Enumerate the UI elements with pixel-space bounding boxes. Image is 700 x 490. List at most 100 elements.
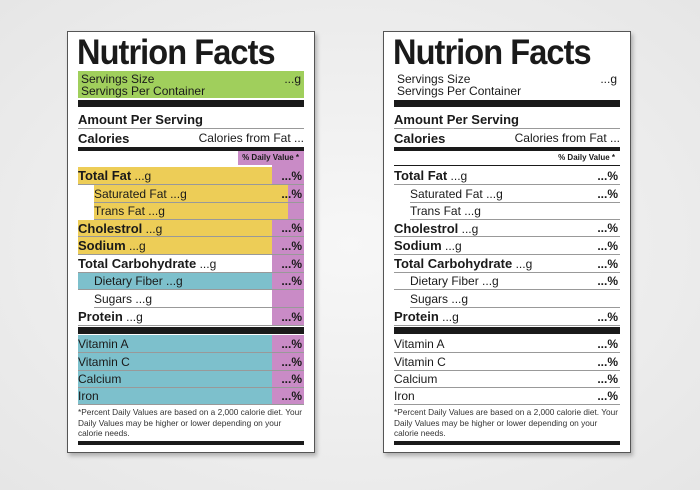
nutrient-amount: ...g [442,310,459,324]
nutrient-amount: ...g [148,204,165,218]
nutrient-label: Dietary Fiber [410,274,479,288]
servings-per-container: Servings Per Container [81,84,206,98]
vitamin-row: Iron...% [394,388,620,405]
nutrient-label: Sugars [94,291,133,306]
nutrient-daily-value: ...% [281,274,302,288]
serving-size-label: Servings Size [81,72,155,86]
nutrient-name: Protein ...g [394,309,588,324]
nutrient-label: Protein [394,309,439,324]
nutrient-name: Sugars ...g [410,292,588,306]
nutrient-name: Protein ...g [78,309,272,324]
vitamin-daily-value: ...% [281,389,302,403]
nutrient-amount: ...g [126,310,143,324]
nutrient-name: Dietary Fiber ...g [78,274,272,288]
calories-label: Calories [394,130,446,146]
nutrient-row: Sugars ...g [410,290,620,308]
nutrient-amount: ...g [461,221,479,236]
footnote: *Percent Daily Values are based on a 2,0… [394,407,619,438]
nutrient-row: Cholestrol ...g...% [394,220,620,237]
calories-row: Calories Calories from Fat ... [394,129,620,147]
serving-size-label: Servings Size [397,72,471,86]
label-title: Nutrion Facts [393,33,592,72]
label-title: Nutrion Facts [77,33,276,72]
nutrient-daily-value [588,203,620,219]
vitamin-name: Calcium [394,372,438,386]
nutrient-name: Total Fat ...g [394,168,588,183]
nutrient-label: Cholestrol [78,220,143,236]
vitamin-name: Calcium [78,372,122,386]
vitamin-row: Calcium...% [78,371,304,388]
vitamin-name: Vitamin C [394,354,446,369]
nutrient-row: Cholestrol ...g...% [78,220,304,237]
nutrient-amount: ...g [451,291,469,306]
nutrient-row: Total Fat ...g...% [78,167,304,185]
divider-bar [394,327,620,334]
serving-size-row: Servings Size ...g [397,73,617,85]
vitamin-name: Iron [394,389,415,403]
vitamin-daily-value: ...% [597,372,618,386]
daily-value-header: % Daily Value * [558,153,615,162]
nutrient-row: Sodium ...g...% [394,237,620,255]
nutrient-daily-value: ...% [281,256,302,271]
vitamin-daily-value: ...% [281,372,302,386]
nutrient-daily-value [272,203,304,219]
vitamin-name: Vitamin A [78,336,129,351]
nutrient-row: Sodium ...g...% [78,237,304,255]
nutrient-name: Cholestrol ...g [394,221,588,236]
nutrient-daily-value: ...% [281,186,302,201]
divider-bar-bottom [394,441,620,445]
nutrient-name: Trans Fat ...g [410,204,588,218]
nutrient-daily-value: ...% [597,221,618,235]
nutrient-row: Protein ...g...% [78,308,304,326]
nutrient-name: Saturated Fat ...g [410,187,588,201]
nutrient-amount: ...g [482,274,499,288]
nutrient-daily-value: ...% [597,274,618,288]
nutrient-name: Saturated Fat ...g [94,187,272,201]
nutrient-name: Total Carbohydrate ...g [394,256,588,271]
vitamin-name: Vitamin A [394,336,445,351]
divider-bar-bottom [78,441,304,445]
nutrient-name: Sodium ...g [78,238,272,253]
nutrient-label: Protein [78,309,123,324]
nutrient-daily-value: ...% [281,221,302,235]
daily-value-header: % Daily Value * [238,151,302,165]
nutrient-label: Trans Fat [410,204,461,218]
vitamin-daily-value: ...% [281,354,302,369]
servings-box: Servings Size ...g Servings Per Container [394,71,620,98]
servings-per-container: Servings Per Container [397,84,522,98]
divider-bar [394,100,620,107]
nutrient-row: Saturated Fat ...g...% [94,185,304,203]
nutrient-label: Sugars [410,291,449,306]
calories-row: Calories Calories from Fat ... [78,129,304,147]
vitamin-row: Vitamin C...% [78,353,304,371]
nutrient-amount: ...g [464,204,481,218]
nutrient-label: Total Fat [78,168,132,183]
footnote: *Percent Daily Values are based on a 2,0… [78,407,303,438]
nutrient-row: Total Carbohydrate ...g...% [394,255,620,273]
nutrient-daily-value: ...% [597,256,618,271]
nutrient-daily-value [272,290,304,307]
vitamin-name: Vitamin C [78,354,130,369]
nutrition-label-colored: Nutrion Facts Servings Size ...g Servings P… [67,31,315,453]
divider-bar [78,100,304,107]
vitamin-name: Iron [78,389,99,403]
serving-size-value: ...g [600,72,617,86]
vitamin-daily-value: ...% [597,336,618,351]
nutrient-row: Trans Fat ...g [94,203,304,220]
nutrient-name: Sodium ...g [394,238,588,253]
nutrition-label-plain: Nutrion Facts Servings Size ...g Servings P… [383,31,631,453]
serving-size-row: Servings Size ...g [81,73,301,85]
nutrient-row: Dietary Fiber ...g...% [78,273,304,290]
vitamin-daily-value: ...% [597,354,618,369]
nutrient-daily-value: ...% [597,186,618,201]
nutrient-row: Protein ...g...% [394,308,620,326]
nutrient-amount: ...g [134,169,152,183]
nutrient-amount: ...g [486,186,503,201]
vitamin-daily-value: ...% [281,336,302,351]
nutrient-name: Total Carbohydrate ...g [78,256,272,271]
nutrient-label: Total Carbohydrate [394,256,513,271]
nutrient-row: Dietary Fiber ...g...% [394,273,620,290]
nutrient-label: Trans Fat [94,204,145,218]
nutrient-label: Total Fat [394,168,448,183]
nutrient-label: Saturated Fat [94,186,167,201]
